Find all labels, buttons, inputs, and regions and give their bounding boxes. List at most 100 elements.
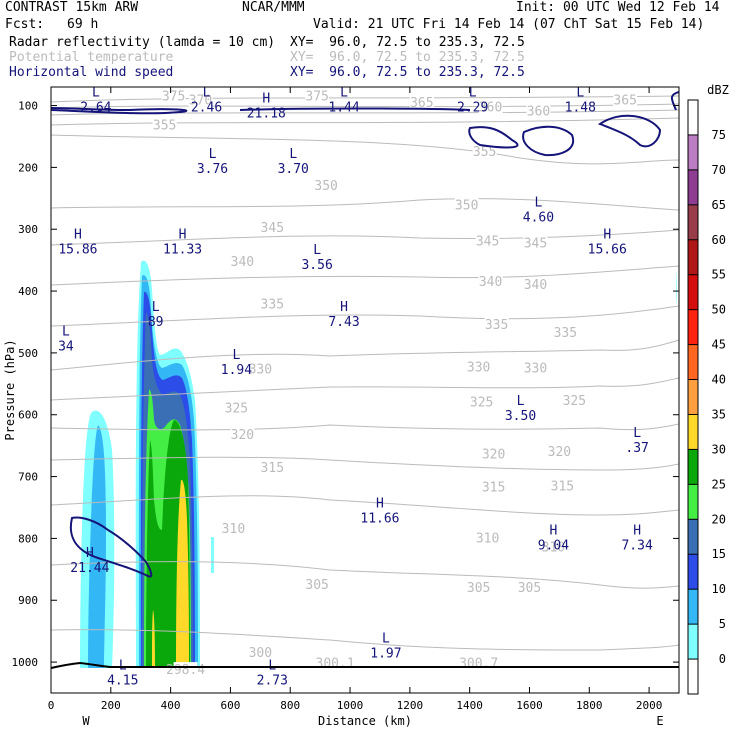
field-xy-reflectivity: XY= 96.0, 72.5 to 235.3, 72.5 (290, 35, 525, 50)
theta-label-bg (613, 92, 638, 107)
wind-extremum-value: .37 (625, 441, 648, 456)
theta-label: 330 (524, 361, 547, 376)
org-title: NCAR/MMM (242, 0, 305, 15)
init-time: Init: 00 UTC Wed 12 Feb 14 (516, 0, 720, 15)
wind-contour-low-level (69, 516, 153, 578)
theta-label: 345 (524, 236, 547, 251)
theta-label-bg (523, 276, 548, 291)
theta-label-bg (260, 459, 285, 474)
colorbar-segment (688, 274, 698, 310)
wind-extremum-value: 3.56 (301, 258, 332, 273)
colorbar-segment (688, 134, 698, 170)
theta-label-bg (481, 479, 506, 494)
x-tick-label: 1400 (456, 699, 483, 712)
theta-label-bg (323, 655, 348, 670)
wind-extremum-type: L (340, 85, 348, 100)
wind-extremum-type: L (232, 348, 240, 363)
theta-label: 320 (548, 445, 571, 460)
x-tick-label: 2000 (636, 699, 663, 712)
y-tick-label: 900 (18, 594, 38, 607)
colorbar-segment (688, 449, 698, 485)
theta-label: 375 (162, 89, 185, 104)
wind-extremum-type: L (469, 85, 477, 100)
colorbar-label: 50 (712, 303, 726, 317)
colorbar-segment (688, 169, 698, 205)
theta-label: 325 (470, 395, 493, 410)
wind-extremum-type: L (382, 631, 390, 646)
theta-label-bg (547, 443, 572, 458)
colorbar-segment (688, 554, 698, 590)
wind-extremum-type: H (376, 496, 384, 511)
theta-label-bg (230, 427, 255, 442)
wind-extremum-type: L (203, 85, 211, 100)
theta-label-bg (248, 644, 273, 659)
wind-extremum-type: L (313, 243, 321, 258)
colorbar-label: 60 (712, 233, 726, 247)
colorbar-label: 25 (712, 477, 726, 491)
y-tick-label: 300 (18, 223, 38, 236)
echo-cell-west-10dbz (88, 425, 106, 668)
echo-main-35dbz (176, 479, 189, 668)
wind-extremum-value: 3.70 (278, 162, 309, 177)
x-axis: 0 200 400 600 800 1000 1200 1400 1600 1800 2000 (48, 87, 663, 712)
wind-extremum-value: 4.15 (107, 674, 138, 689)
reflectivity-field (80, 260, 677, 668)
theta-label-bg (478, 99, 503, 114)
theta-label: 298.4 (166, 663, 205, 678)
wind-extremum-value: 3.50 (505, 409, 536, 424)
x-tick-label: 1000 (337, 699, 364, 712)
wind-extremum-value: 89 (148, 315, 164, 330)
colorbar-label: 40 (712, 373, 726, 387)
wind-extremum-type: L (209, 147, 217, 162)
theta-label: 300 (249, 646, 272, 661)
wind-extremum-value: 21.44 (70, 561, 109, 576)
theta-label: 305 (467, 581, 490, 596)
wind-extremum-type: L (62, 325, 70, 340)
plot-frame (50, 86, 680, 694)
theta-contour-line (51, 561, 679, 589)
theta-label-bg (454, 197, 479, 212)
wind-extremum-value: 15.86 (58, 243, 97, 258)
x-tick-label: 1600 (516, 699, 543, 712)
theta-labels: 355 355 350 350 345 345 345 340 340 340 335 335 335 3… (152, 88, 638, 678)
wind-extremum-type: H (340, 300, 348, 315)
theta-label: 350 (314, 179, 337, 194)
colorbar-frame (687, 99, 699, 695)
theta-label: 345 (261, 221, 284, 236)
theta-label: 320 (482, 447, 505, 462)
colorbar-segment (688, 344, 698, 380)
wind-extremum-value: 1.94 (221, 363, 252, 378)
theta-contour-line (51, 423, 679, 431)
y-tick-label: 100 (18, 100, 38, 113)
theta-label: 310 (222, 522, 245, 537)
colorbar-segment (688, 309, 698, 345)
colorbar: 0 5 10 15 20 25 30 35 40 45 50 55 60 65 70 75 (687, 99, 726, 695)
wind-extremum-type: H (262, 91, 270, 106)
colorbar-segment (688, 414, 698, 450)
theta-label: 335 (485, 318, 508, 333)
fcst-value: 69 h (67, 17, 99, 32)
colorbar-segment (688, 204, 698, 240)
theta-label-bg (523, 360, 548, 375)
theta-label-bg (260, 219, 285, 234)
theta-label: 345 (476, 235, 499, 250)
theta-label: 305 (305, 578, 328, 593)
wind-extremum-value: 11.33 (163, 243, 202, 258)
x-axis-label: Distance (km) (318, 714, 412, 728)
theta-label: 360 (527, 105, 550, 120)
theta-contour-line (51, 265, 679, 286)
theta-label: 315 (551, 479, 574, 494)
colorbar-label: 30 (712, 442, 726, 456)
x-end-label-east: E (656, 714, 663, 728)
theta-contour-line (51, 377, 679, 401)
field-name-wind: Horizontal wind speed (9, 65, 174, 80)
theta-contour-line (51, 134, 679, 165)
colorbar-label: 55 (712, 268, 726, 282)
theta-label: 365 (613, 94, 636, 109)
x-tick-label: 400 (161, 699, 181, 712)
theta-contour-line (51, 305, 679, 327)
theta-contour-line (51, 629, 679, 651)
wind-extremum-type: H (549, 524, 557, 539)
x-tick-label: 1200 (397, 699, 424, 712)
wind-extremum-value: 21.18 (247, 106, 286, 121)
